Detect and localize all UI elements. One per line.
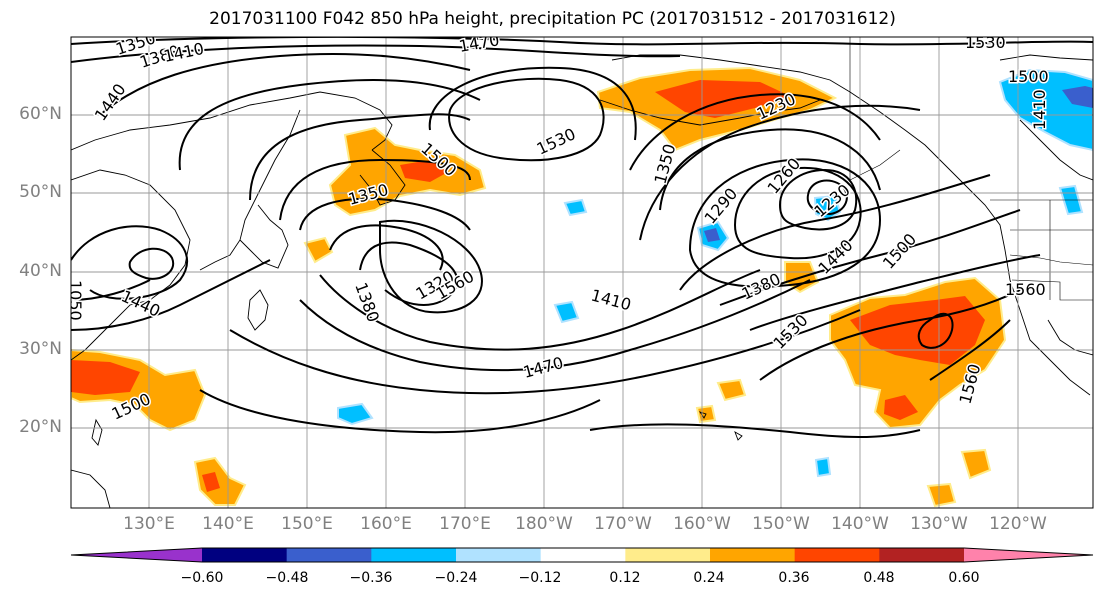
lon-label-150w: 150°W	[752, 514, 810, 534]
precip-shading	[71, 66, 1093, 508]
precip-negative-area	[1062, 86, 1093, 108]
lon-label-170w: 170°W	[594, 514, 652, 534]
lat-label-40n: 40°N	[19, 261, 62, 281]
precip-positive-area	[303, 236, 334, 264]
contour-label: 1500	[1008, 67, 1049, 86]
map-title: 2017031100 F042 850 hPa height, precipit…	[209, 9, 896, 29]
precip-negative-area	[704, 228, 720, 242]
gridlines	[71, 37, 1093, 508]
colorbar-tick: −0.48	[265, 570, 309, 586]
contour-label: 1530	[965, 33, 1006, 52]
precip-strong-area	[202, 472, 220, 492]
lon-label-160e: 160°E	[360, 514, 412, 534]
precip-negative-area	[337, 402, 374, 426]
colorbar-tick: 0.36	[778, 570, 810, 586]
colorbar-tick: 0.48	[863, 570, 895, 586]
precip-positive-area	[960, 448, 992, 480]
lon-label-150e: 150°E	[281, 514, 333, 534]
lon-label-130e: 130°E	[123, 514, 175, 534]
lon-label-170e: 170°E	[439, 514, 491, 534]
precip-positive-area	[193, 456, 247, 506]
precip-strong-area	[71, 360, 140, 395]
precip-strong-area	[655, 80, 790, 118]
precip-strong-area	[400, 160, 448, 182]
contour-label: 1050	[66, 280, 85, 321]
lat-label-30n: 30°N	[19, 339, 62, 359]
lon-label-180w: 180°W	[515, 514, 573, 534]
lon-label-140e: 140°E	[202, 514, 254, 534]
lon-label-120w: 120°W	[989, 514, 1047, 534]
colorbar-tick: −0.24	[434, 570, 478, 586]
colorbar-tick: −0.36	[349, 570, 393, 586]
precip-strong-area	[884, 395, 918, 420]
precip-positive-area	[716, 378, 747, 402]
contour-label: 1560	[1005, 280, 1046, 299]
colorbar-tick: 0.60	[948, 570, 980, 586]
colorbar-tick: −0.12	[518, 570, 562, 586]
map-frame	[70, 36, 1094, 509]
contour-label: 1410	[1030, 89, 1049, 130]
lon-label-130w: 130°W	[910, 514, 968, 534]
lat-label-50n: 50°N	[19, 182, 62, 202]
precip-negative-area	[814, 456, 832, 478]
lat-label-60n: 60°N	[19, 104, 62, 124]
coastlines	[71, 54, 1093, 508]
colorbar-tick: 0.12	[609, 570, 641, 586]
lon-label-160w: 160°W	[673, 514, 731, 534]
colorbar-tick: 0.24	[693, 570, 725, 586]
precip-positive-area	[926, 482, 957, 508]
colorbar-tick: −0.60	[180, 570, 224, 586]
lat-label-20n: 20°N	[19, 417, 62, 437]
precip-negative-area	[563, 198, 588, 217]
lon-label-140w: 140°W	[831, 514, 889, 534]
height-contours	[71, 37, 1093, 438]
precip-negative-area	[553, 300, 580, 324]
